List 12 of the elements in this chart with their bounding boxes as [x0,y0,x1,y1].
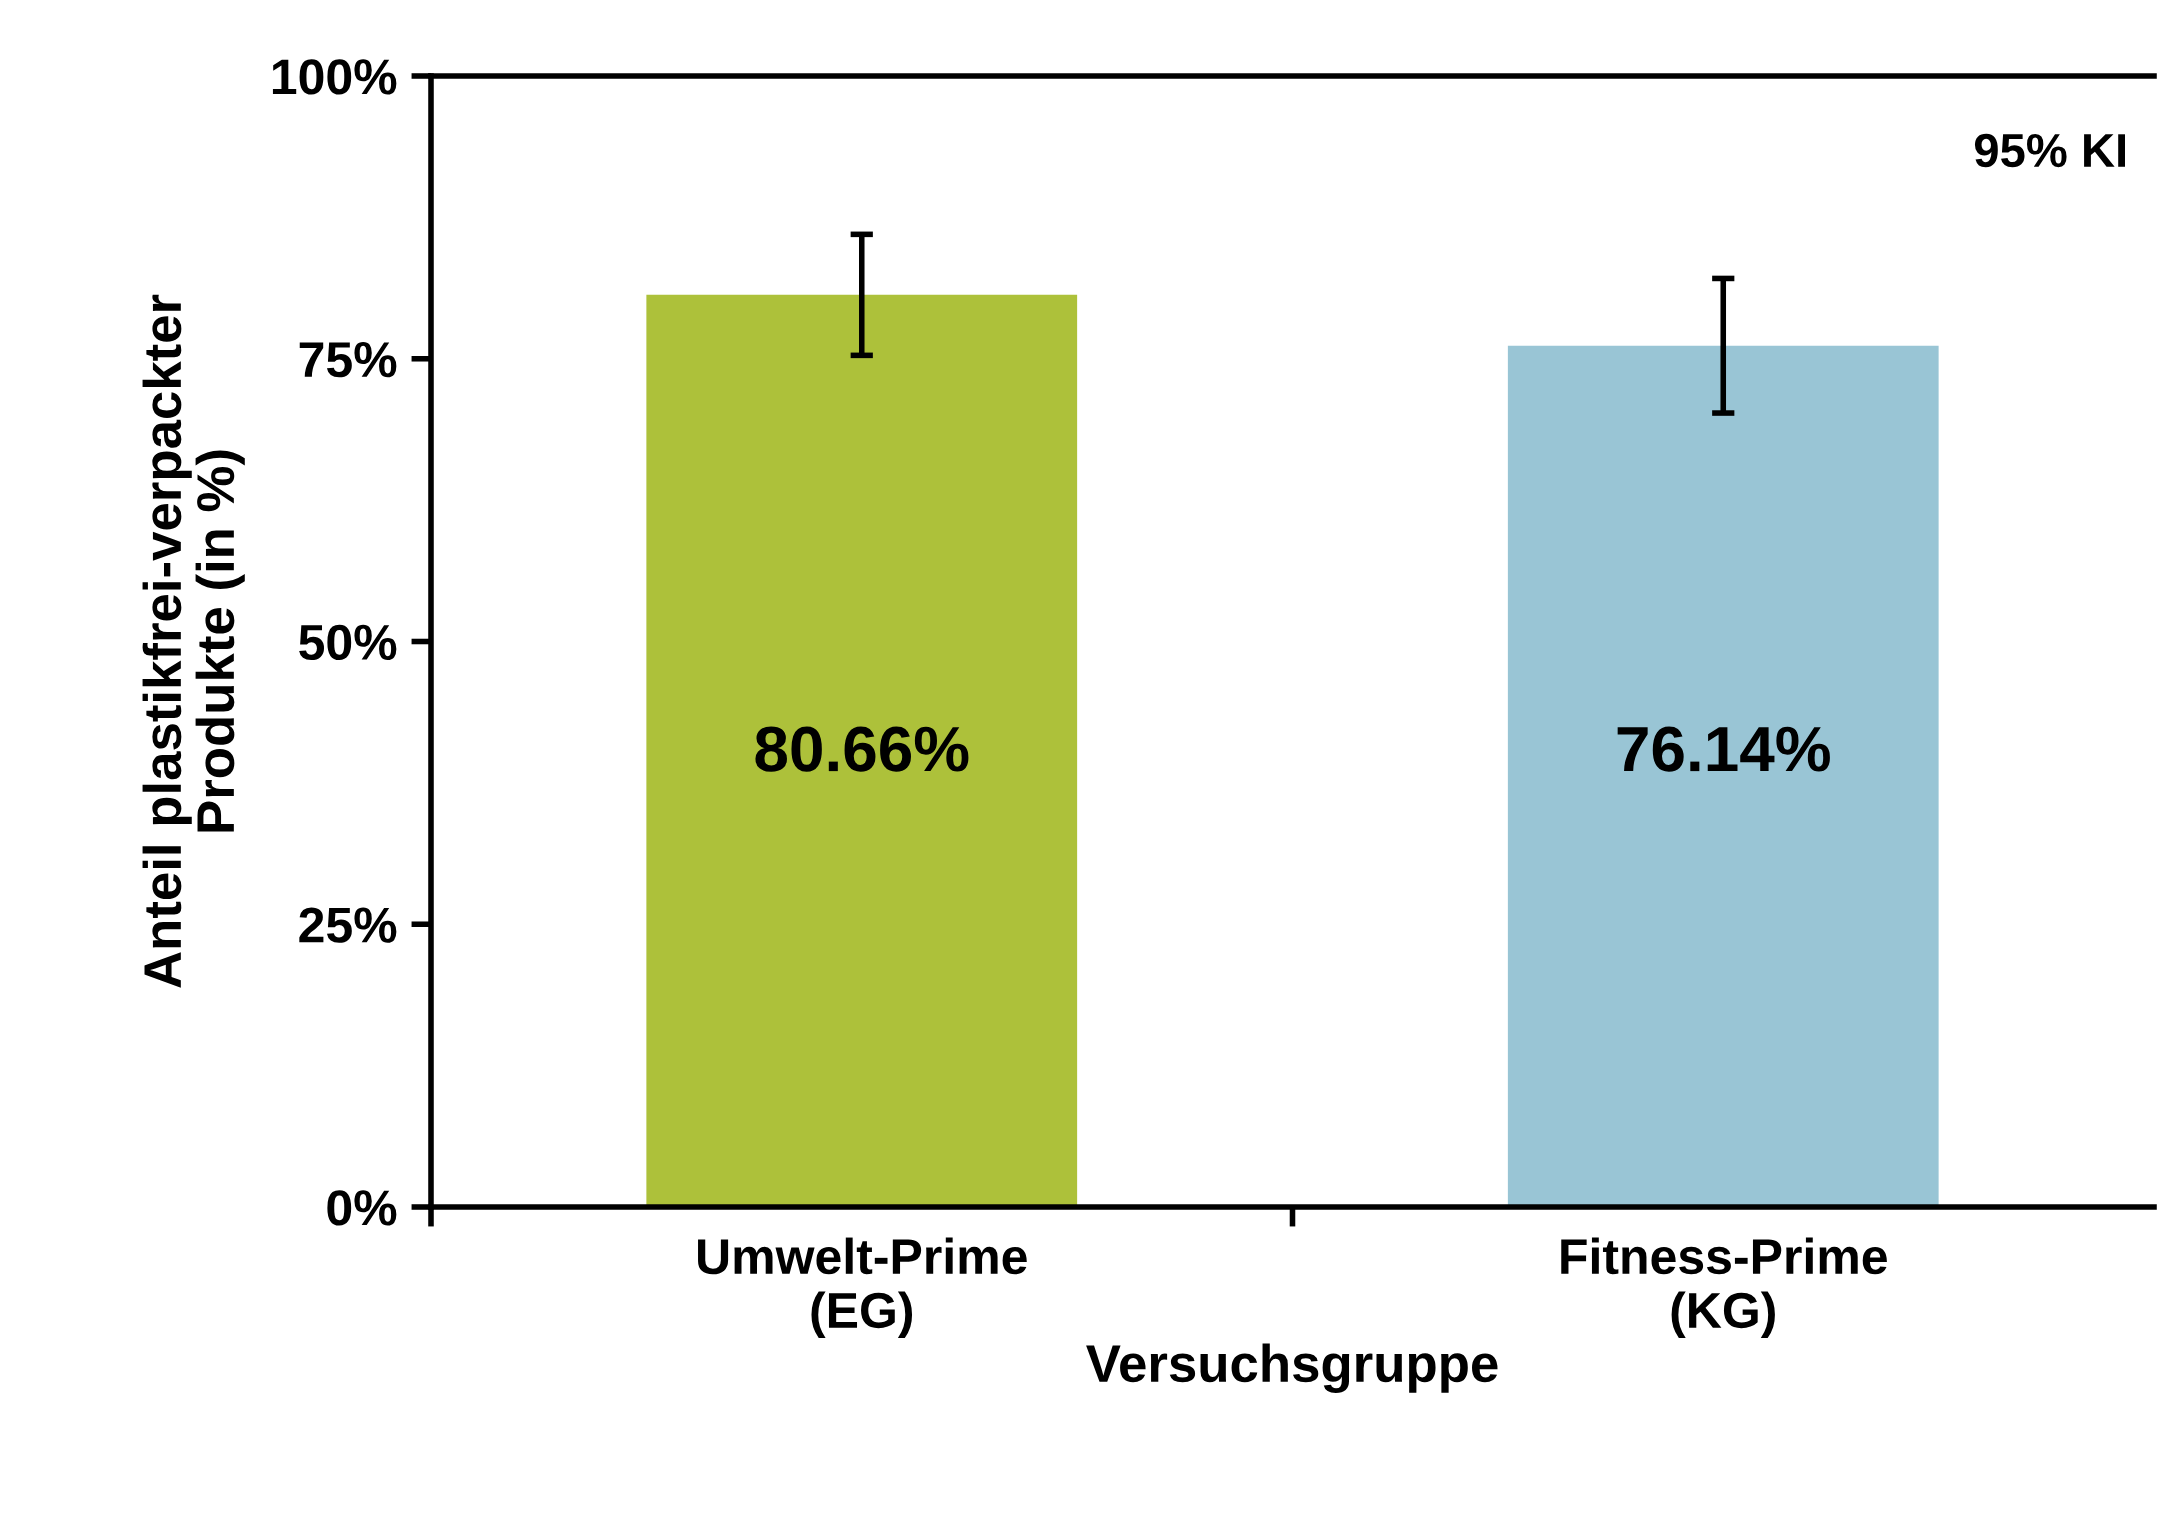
annotation: 95% KI [1974,133,2125,168]
y-tick-label: 100% [272,59,397,95]
y-axis-title: Anteil plastikfrei-verpackter Produkte (in %) [142,294,245,988]
x-tick-label: Fitness-Prime (KG) [1561,1237,1887,1339]
y-tick-label: 25% [299,907,397,943]
x-tick-label: Umwelt-Prime (EG) [698,1237,1027,1339]
y-tick-label: 50% [299,624,397,661]
y-tick-label: 75% [299,342,397,378]
y-tick-label: 0% [327,1190,397,1226]
data-label: 76.14% [1617,726,1830,772]
data-label: 80.66% [755,726,969,772]
x-axis-title: Versuchsgruppe [1086,1343,1498,1394]
